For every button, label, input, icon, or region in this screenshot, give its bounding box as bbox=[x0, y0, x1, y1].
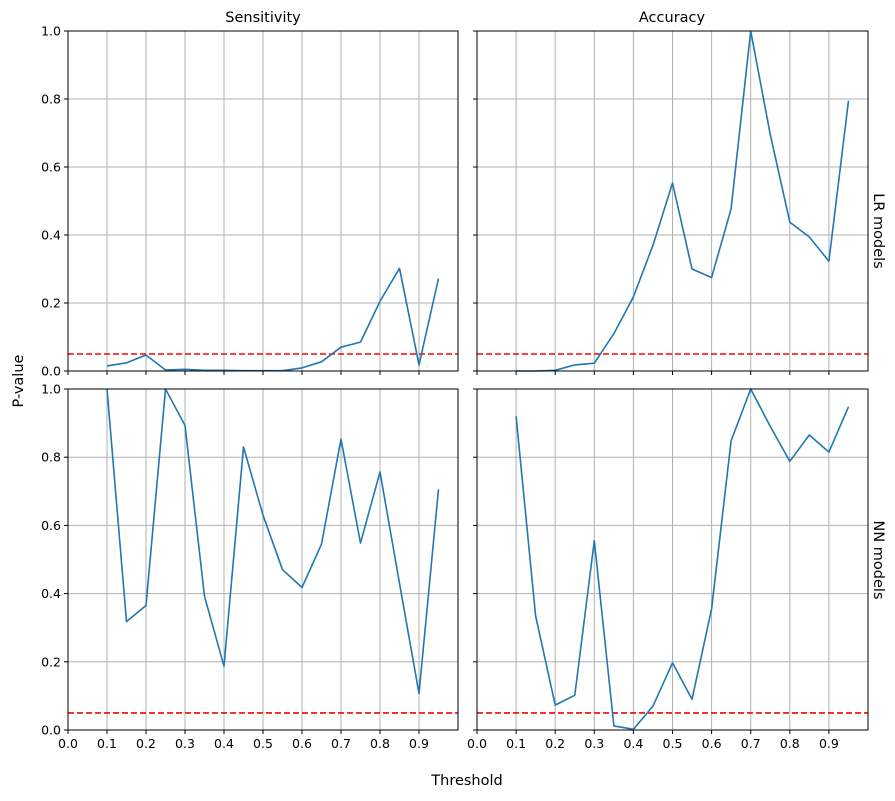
x-tick-label: 0.0 bbox=[467, 736, 487, 751]
p-value-series-line bbox=[107, 389, 439, 694]
y-tick-label: 0.4 bbox=[41, 228, 61, 243]
x-tick-label: 0.1 bbox=[97, 736, 117, 751]
x-tick-label: 0.7 bbox=[331, 736, 351, 751]
x-axis-label: Threshold bbox=[430, 773, 502, 789]
y-axis-label: P-value bbox=[11, 354, 27, 407]
subplot-1: 0.0 0.2 0.4 0.6 0.8 1.0 bbox=[41, 24, 458, 379]
x-tick-label: 0.0 bbox=[58, 736, 78, 751]
y-tick-label: 1.0 bbox=[41, 382, 61, 397]
subplot-2 bbox=[473, 31, 868, 375]
column-title-accuracy: Accuracy bbox=[639, 10, 706, 26]
p-value-series-line bbox=[107, 268, 439, 370]
x-tick-label: 0.2 bbox=[545, 736, 565, 751]
y-tick-label: 0.6 bbox=[41, 518, 61, 533]
x-tick-label: 0.5 bbox=[253, 736, 273, 751]
y-tick-label: 1.0 bbox=[41, 24, 61, 39]
y-tick-label: 0.4 bbox=[41, 586, 61, 601]
y-tick-label: 0.0 bbox=[41, 723, 61, 738]
x-tick-label: 0.7 bbox=[741, 736, 761, 751]
x-tick-label: 0.6 bbox=[702, 736, 722, 751]
y-tick-label: 0.2 bbox=[41, 654, 61, 669]
subplot-3: 0.0 0.1 0.2 0.3 0.4 0.5 0.6 0.7 0.8 0.9 0.0 0.2 0.4 0… bbox=[41, 382, 458, 752]
x-tick-label: 0.3 bbox=[584, 736, 604, 751]
x-tick-label: 0.1 bbox=[506, 736, 526, 751]
x-tick-label: 0.5 bbox=[663, 736, 683, 751]
x-tick-label: 0.4 bbox=[623, 736, 643, 751]
y-tick-label: 0.2 bbox=[41, 296, 61, 311]
x-tick-label: 0.4 bbox=[214, 736, 234, 751]
column-title-sensitivity: Sensitivity bbox=[225, 10, 301, 26]
y-tick-label: 0.8 bbox=[41, 92, 61, 107]
x-tick-label: 0.9 bbox=[409, 736, 429, 751]
p-value-series-line bbox=[516, 31, 848, 371]
subplot-4: 0.0 0.1 0.2 0.3 0.4 0.5 0.6 0.7 0.8 0.9 bbox=[467, 389, 868, 751]
y-tick-label: 0.0 bbox=[41, 364, 61, 379]
x-tick-label: 0.3 bbox=[175, 736, 195, 751]
row-label-nn: NN models bbox=[870, 520, 886, 599]
p-value-series-line bbox=[516, 389, 848, 729]
x-tick-label: 0.8 bbox=[370, 736, 390, 751]
x-tick-label: 0.2 bbox=[136, 736, 156, 751]
x-tick-label: 0.8 bbox=[780, 736, 800, 751]
x-tick-label: 0.6 bbox=[292, 736, 312, 751]
y-tick-label: 0.8 bbox=[41, 450, 61, 465]
x-tick-label: 0.9 bbox=[819, 736, 839, 751]
row-label-lr: LR models bbox=[870, 193, 886, 268]
y-tick-label: 0.6 bbox=[41, 160, 61, 175]
